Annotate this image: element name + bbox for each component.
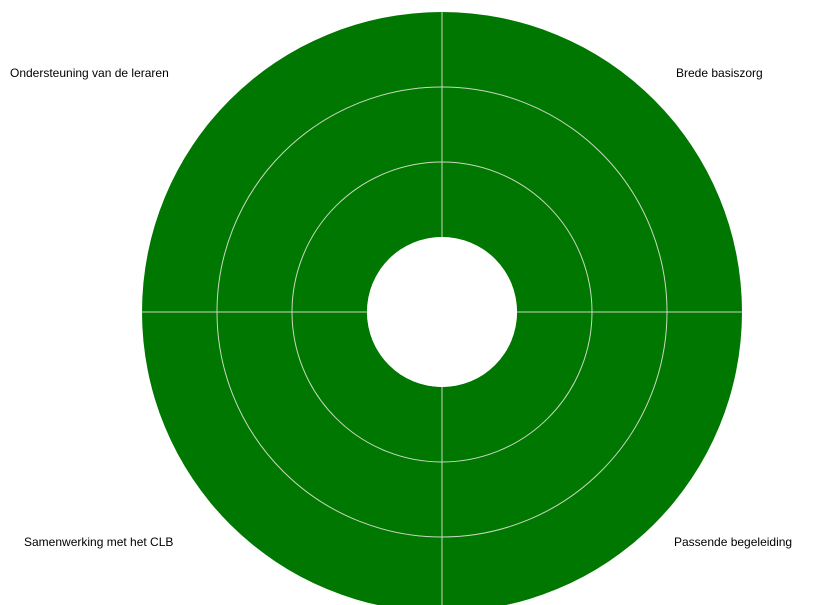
segment-top-right-ring-3 [442,12,742,312]
segment-top-left-ring-2 [217,87,442,312]
segment-top-right-ring-1 [442,162,592,312]
quadrant-label-bottom-right: Passende begeleiding [674,535,793,549]
segment-top-left-ring-3 [142,12,442,312]
quadrant-label-bottom-left: Samenwerking met het CLB [24,535,174,549]
chart-gridlines [142,12,742,605]
center-hole [367,237,517,387]
segment-bottom-right-ring-2 [442,312,667,537]
segment-bottom-right-ring-1 [442,312,592,462]
segment-bottom-left-ring-3 [142,312,442,605]
chart-segments [142,12,742,605]
segment-bottom-left-ring-2 [217,312,442,537]
segment-top-right-ring-2 [442,87,667,312]
quadrant-label-top-left: Ondersteuning van de leraren [10,66,169,80]
segment-top-left-ring-1 [292,162,442,312]
segment-bottom-left-ring-1 [292,312,442,462]
quadrant-label-top-right: Brede basiszorg [676,66,763,80]
segment-bottom-right-ring-3 [442,312,742,605]
